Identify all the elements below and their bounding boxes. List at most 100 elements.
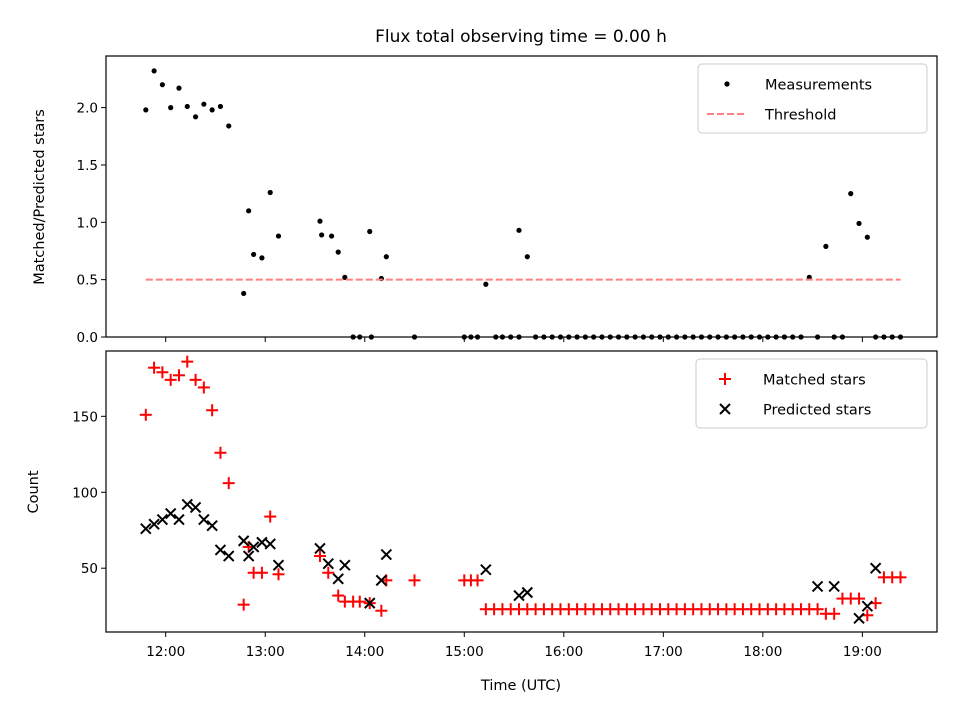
matched-stars-point	[139, 408, 152, 421]
top-panel: 0.00.51.01.52.0 Matched/Predicted stars …	[32, 55, 938, 346]
predicted-stars-point	[148, 518, 160, 530]
predicted-stars-point	[861, 600, 874, 612]
predicted-stars-point	[264, 538, 276, 550]
predicted-stars-point	[247, 541, 260, 553]
legend-threshold-label: Threshold	[764, 108, 836, 124]
bottom-legend-frame	[695, 358, 928, 429]
y-tick-label: 2.0	[77, 101, 98, 117]
matched-stars-point	[255, 566, 268, 579]
matched-stars-point	[181, 355, 194, 368]
predicted-stars-point	[513, 589, 525, 602]
measurement-point	[192, 114, 199, 120]
measurement-point	[226, 123, 232, 129]
measurement-point	[168, 105, 174, 111]
matched-stars-point	[408, 574, 421, 587]
matched-stars-point	[322, 566, 335, 579]
x-tick-label: 12:00	[146, 644, 185, 660]
measurement-point	[848, 191, 854, 197]
predicted-stars-point	[237, 535, 250, 547]
measurement-point	[143, 107, 149, 113]
bottom-plot-area	[139, 355, 907, 625]
legend-matched-label: Matched stars	[763, 373, 866, 389]
predicted-stars-point	[189, 501, 202, 514]
matched-stars-point	[264, 510, 277, 523]
predicted-stars-point	[242, 550, 255, 562]
measurement-point	[856, 220, 862, 227]
y-tick-label: 1.0	[77, 215, 98, 231]
measurement-point	[275, 233, 282, 239]
y-tick-label: 50	[81, 561, 98, 577]
y-tick-label: 1.5	[77, 158, 98, 174]
matched-stars-point	[197, 381, 210, 394]
predicted-stars-point	[181, 498, 193, 511]
matched-stars-point	[214, 446, 227, 459]
x-tick-label: 15:00	[445, 644, 484, 660]
x-tick-label: 14:00	[345, 644, 384, 660]
matched-stars-point	[272, 568, 285, 581]
predicted-stars-point	[198, 513, 210, 526]
predicted-stars-point	[164, 507, 177, 520]
x-tick-label: 17:00	[644, 644, 683, 660]
predicted-stars-point	[223, 550, 235, 562]
y-tick-label: 0.5	[77, 273, 98, 289]
matched-stars-point	[332, 589, 345, 602]
matched-stars-point	[828, 607, 841, 620]
top-legend-frame	[697, 63, 928, 134]
measurement-point	[246, 208, 252, 214]
bottom-y-axis: 50 100 150	[72, 409, 106, 577]
y-tick-label: 0.0	[77, 330, 98, 346]
y-tick-label: 150	[72, 409, 98, 425]
measurement-point	[259, 255, 265, 261]
x-tick-label: 16:00	[544, 644, 583, 660]
legend-matched-marker	[719, 373, 731, 385]
matched-stars-point	[237, 598, 250, 611]
measurement-point	[209, 107, 215, 113]
legend-measurements-marker	[724, 81, 730, 87]
x-tick-label: 13:00	[246, 644, 285, 660]
measurement-point	[176, 85, 182, 91]
matched-stars-point	[189, 373, 202, 386]
matched-stars-point	[156, 366, 169, 379]
measurement-point	[217, 103, 224, 110]
matched-stars-point	[811, 603, 824, 616]
predicted-stars-point	[364, 597, 376, 609]
matched-stars-point	[206, 404, 219, 417]
measurement-point	[159, 82, 165, 88]
matched-stars-point	[172, 369, 185, 382]
measurement-point	[524, 254, 530, 260]
bottom-axes-frame	[105, 350, 938, 633]
bottom-x-axis: 12:00 13:00 14:00 15:00 16:00 17:00 18:00 19:00	[146, 632, 882, 660]
predicted-stars-point	[272, 559, 285, 571]
predicted-stars-point	[322, 557, 334, 570]
top-plot-area	[143, 68, 904, 340]
y-tick-label: 100	[72, 485, 98, 501]
predicted-stars-point	[156, 513, 169, 526]
legend-predicted-marker	[719, 403, 731, 415]
measurement-point	[317, 218, 323, 224]
measurement-point	[184, 103, 190, 110]
matched-stars-point	[471, 574, 484, 587]
predicted-stars-point	[375, 574, 388, 587]
matched-stars-point	[894, 571, 907, 584]
top-legend: Measurements Threshold	[697, 63, 928, 134]
predicted-stars-point	[173, 513, 185, 526]
matched-stars-point	[313, 550, 326, 563]
measurement-point	[367, 228, 373, 235]
measurement-point	[383, 254, 389, 260]
measurement-point	[483, 281, 489, 287]
bottom-legend: Matched stars Predicted stars	[695, 358, 928, 429]
predicted-stars-point	[214, 544, 227, 556]
predicted-stars-point	[339, 559, 351, 571]
predicted-stars-point	[332, 573, 344, 585]
legend-predicted-label: Predicted stars	[763, 403, 871, 419]
predicted-stars-point	[206, 519, 218, 532]
x-axis-label: Time (UTC)	[480, 678, 561, 694]
measurement-point	[251, 251, 257, 258]
matched-stars-point	[222, 477, 235, 490]
measurement-point	[328, 233, 335, 239]
matched-stars-point	[148, 361, 161, 374]
predicted-stars-point	[811, 580, 824, 593]
predicted-stars-point	[521, 586, 534, 599]
top-axes-frame	[105, 55, 938, 338]
